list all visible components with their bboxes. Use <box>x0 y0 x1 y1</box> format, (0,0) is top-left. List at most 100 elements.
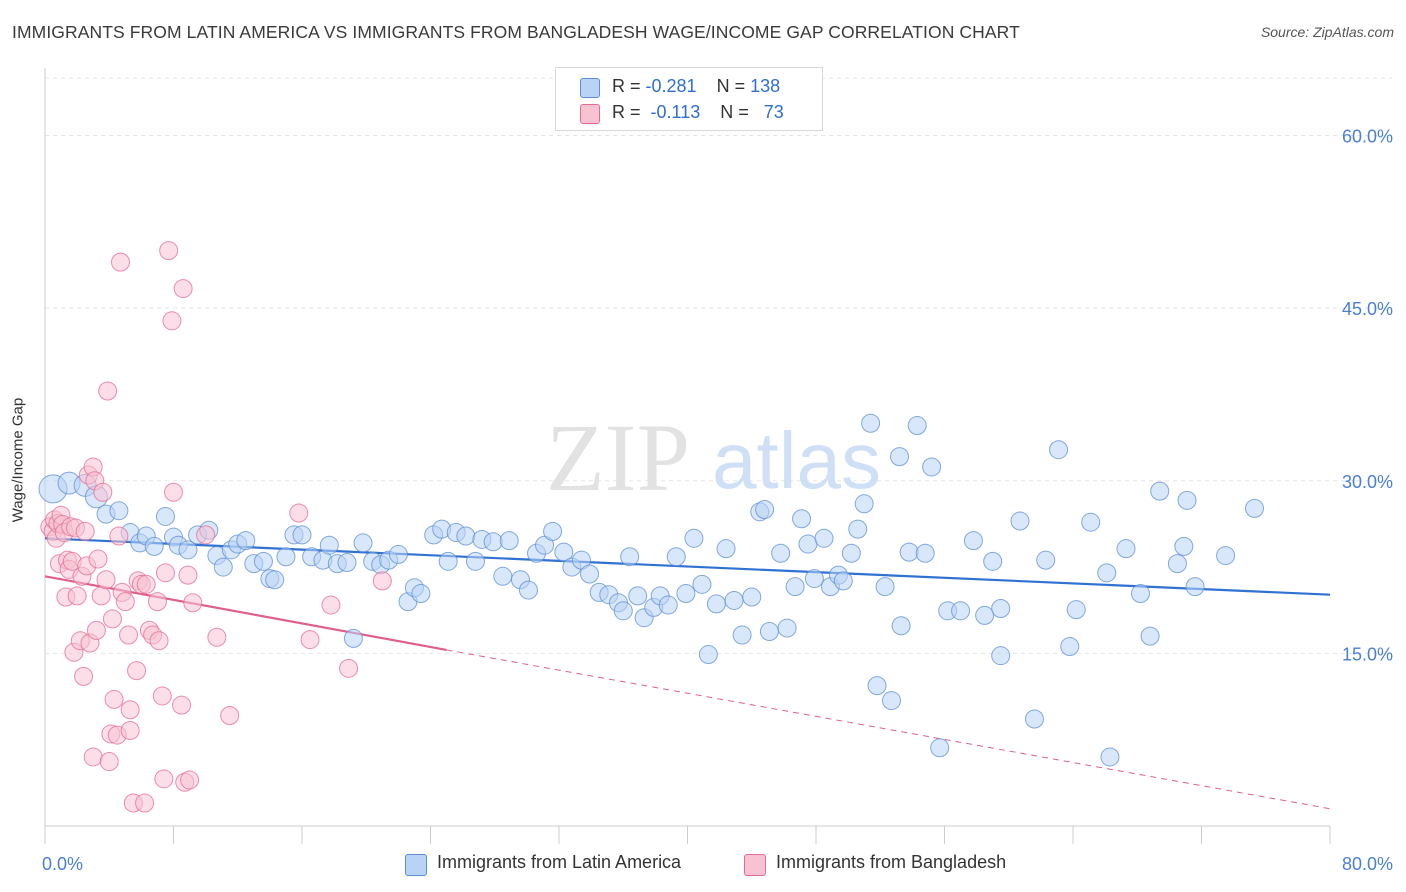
bangladesh-point <box>159 241 179 261</box>
bangladesh-point <box>300 630 320 650</box>
latin-america-point <box>343 628 363 648</box>
r-label: R = <box>612 102 641 122</box>
latin-america-point <box>276 547 296 567</box>
latin-america-point <box>983 551 1003 571</box>
bangladesh-point <box>74 666 94 686</box>
bangladesh-point <box>109 526 129 546</box>
latin-america-point <box>684 528 704 548</box>
latin-america-point <box>411 584 431 604</box>
tick-labels: 15.0% 30.0% 45.0% 60.0% 0.0% 80.0% <box>42 127 1393 874</box>
latin-america-point <box>692 574 712 594</box>
latin-america-point <box>518 580 538 600</box>
latin-america-point <box>620 547 640 567</box>
latin-america-point <box>848 519 868 539</box>
latin-america-point <box>991 646 1011 666</box>
latin-america-point <box>319 535 339 555</box>
latin-america-point <box>716 539 736 559</box>
latin-america-point <box>891 616 911 636</box>
latin-america-point <box>1185 577 1205 597</box>
latin-america-point <box>144 536 164 556</box>
bangladesh-point <box>372 571 392 591</box>
bangladesh-point <box>119 625 139 645</box>
bangladesh-point <box>135 793 155 813</box>
bangladesh-point <box>120 720 140 740</box>
bangladesh-point <box>152 686 172 706</box>
latin-america-point <box>438 551 458 571</box>
chart-title: IMMIGRANTS FROM LATIN AMERICA VS IMMIGRA… <box>12 22 1020 42</box>
latin-america-point <box>1024 709 1044 729</box>
latin-america-point <box>483 532 503 552</box>
bangladesh-point <box>220 706 240 726</box>
latin-america-point <box>833 571 853 591</box>
bangladesh-point <box>102 609 122 629</box>
latin-america-point <box>109 501 129 521</box>
bangladesh-point <box>196 525 216 545</box>
latin-america-point <box>963 531 983 551</box>
bangladesh-trend-line <box>44 575 447 652</box>
latin-america-point <box>804 569 824 589</box>
bangladesh-point <box>120 700 140 720</box>
latin-america-point <box>724 590 744 610</box>
bangladesh-point <box>96 570 116 590</box>
latin-america-point <box>777 618 797 638</box>
bangladesh-point <box>67 586 87 606</box>
x-tick-label: 80.0% <box>1342 854 1393 874</box>
y-tick-label: 15.0% <box>1342 644 1393 664</box>
latin-america-point <box>975 605 995 625</box>
bangladesh-trend-extension <box>446 649 1331 810</box>
latin-america-point <box>1066 600 1086 620</box>
r-value: -0.281 <box>645 76 697 96</box>
latin-america-point <box>1174 536 1194 556</box>
latin-america-point <box>991 599 1011 619</box>
bangladesh-point <box>178 565 198 585</box>
bangladesh-point <box>91 586 111 606</box>
latin-america-point <box>1049 440 1069 460</box>
latin-america-point <box>178 540 198 560</box>
watermark-atlas: atlas <box>712 416 881 505</box>
latin-america-point <box>759 622 779 642</box>
bangladesh-point <box>147 592 167 612</box>
bangladesh-point <box>136 574 156 594</box>
latin-america-point <box>1036 550 1056 570</box>
latin-america-point <box>543 521 563 541</box>
latin-america-point <box>628 586 648 606</box>
data-points <box>38 241 1265 813</box>
latin-america-point <box>792 509 812 529</box>
latin-america-point <box>798 534 818 554</box>
latin-america-point <box>951 601 971 621</box>
latin-america-point <box>1130 584 1150 604</box>
bangladesh-point <box>99 752 119 772</box>
legend-swatch-pink <box>580 104 600 124</box>
latin-america-point <box>1150 481 1170 501</box>
latin-america-point <box>613 601 633 621</box>
watermark-zip: ZIP <box>546 404 690 511</box>
latin-america-point <box>890 447 910 467</box>
y-tick-label: 60.0% <box>1342 127 1393 147</box>
bangladesh-point <box>207 627 227 647</box>
latin-america-point <box>854 494 874 514</box>
bangladesh-point <box>98 381 118 401</box>
latin-america-point <box>1177 490 1197 510</box>
latin-america-point <box>1140 626 1160 646</box>
source-label: Source: ZipAtlas.com <box>1260 24 1394 40</box>
latin-america-point <box>875 577 895 597</box>
legend-swatch-blue <box>580 78 600 98</box>
latin-america-point <box>1081 512 1101 532</box>
latin-america-point <box>1060 636 1080 656</box>
n-label: N = <box>720 102 749 122</box>
bangladesh-point <box>83 747 103 767</box>
latin-america-point <box>1216 546 1236 566</box>
bangladesh-point <box>162 311 182 331</box>
latin-america-point <box>155 506 175 526</box>
n-label: N = <box>716 76 746 96</box>
bangladesh-point <box>172 695 192 715</box>
trend-lines <box>44 537 1331 810</box>
latin-america-point <box>1100 747 1120 767</box>
n-value: 73 <box>763 102 784 122</box>
latin-america-point <box>907 416 927 436</box>
watermark: ZIP atlas <box>546 404 881 511</box>
latin-america-point <box>456 526 476 546</box>
latin-america-point <box>499 531 519 551</box>
correlation-legend: R = -0.281 N = 138 R = -0.113 N = 73 <box>555 67 823 131</box>
latin-america-point <box>915 543 935 563</box>
